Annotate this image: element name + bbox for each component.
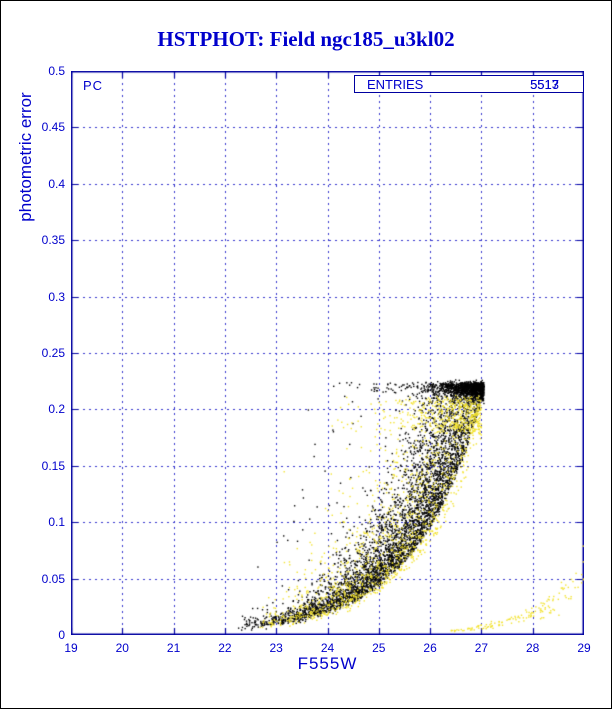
- x-tick-label: 25: [372, 641, 386, 655]
- y-tick-label: 0.3: [48, 289, 65, 304]
- y-tick-label: 0.1: [48, 515, 65, 530]
- y-tick-label: 0.45: [41, 120, 65, 135]
- y-tick-label: 0.2: [48, 402, 65, 417]
- entries-stat-box: ENTRIES 5513 5517: [354, 75, 584, 93]
- x-axis-title: F555W: [297, 654, 358, 673]
- y-tick-label: 0.05: [41, 571, 65, 586]
- x-tick-label: 20: [115, 641, 129, 655]
- x-tick-label: 24: [320, 641, 335, 655]
- x-tick-label: 21: [166, 641, 181, 655]
- plot-canvas: [71, 71, 584, 635]
- y-tick-label: 0.4: [48, 176, 65, 191]
- entries-values: 5513 5517: [515, 77, 559, 93]
- y-tick-label: 0.5: [48, 64, 65, 78]
- x-tick-label: 22: [218, 641, 232, 655]
- chart-title: HSTPHOT: Field ngc185_u3kl02: [157, 27, 455, 51]
- x-tick-label: 19: [64, 641, 78, 655]
- entries-value-yellow: 5517: [530, 77, 559, 92]
- y-tick-label: 0.35: [41, 233, 65, 248]
- entries-value-black: 5513: [530, 77, 559, 92]
- y-tick-label: 0.25: [41, 346, 65, 360]
- x-tick-label: 26: [423, 641, 437, 655]
- x-tick-label: 28: [526, 641, 540, 655]
- y-tick-label: 0.15: [41, 458, 65, 473]
- x-tick-label: 27: [474, 641, 489, 655]
- y-tick-label: 0: [58, 628, 65, 642]
- entries-label: ENTRIES: [367, 77, 424, 92]
- y-axis-title: photometric error: [16, 92, 35, 222]
- x-tick-label: 29: [577, 641, 591, 655]
- x-tick-label: 23: [269, 641, 283, 655]
- chip-label: PC: [83, 78, 104, 93]
